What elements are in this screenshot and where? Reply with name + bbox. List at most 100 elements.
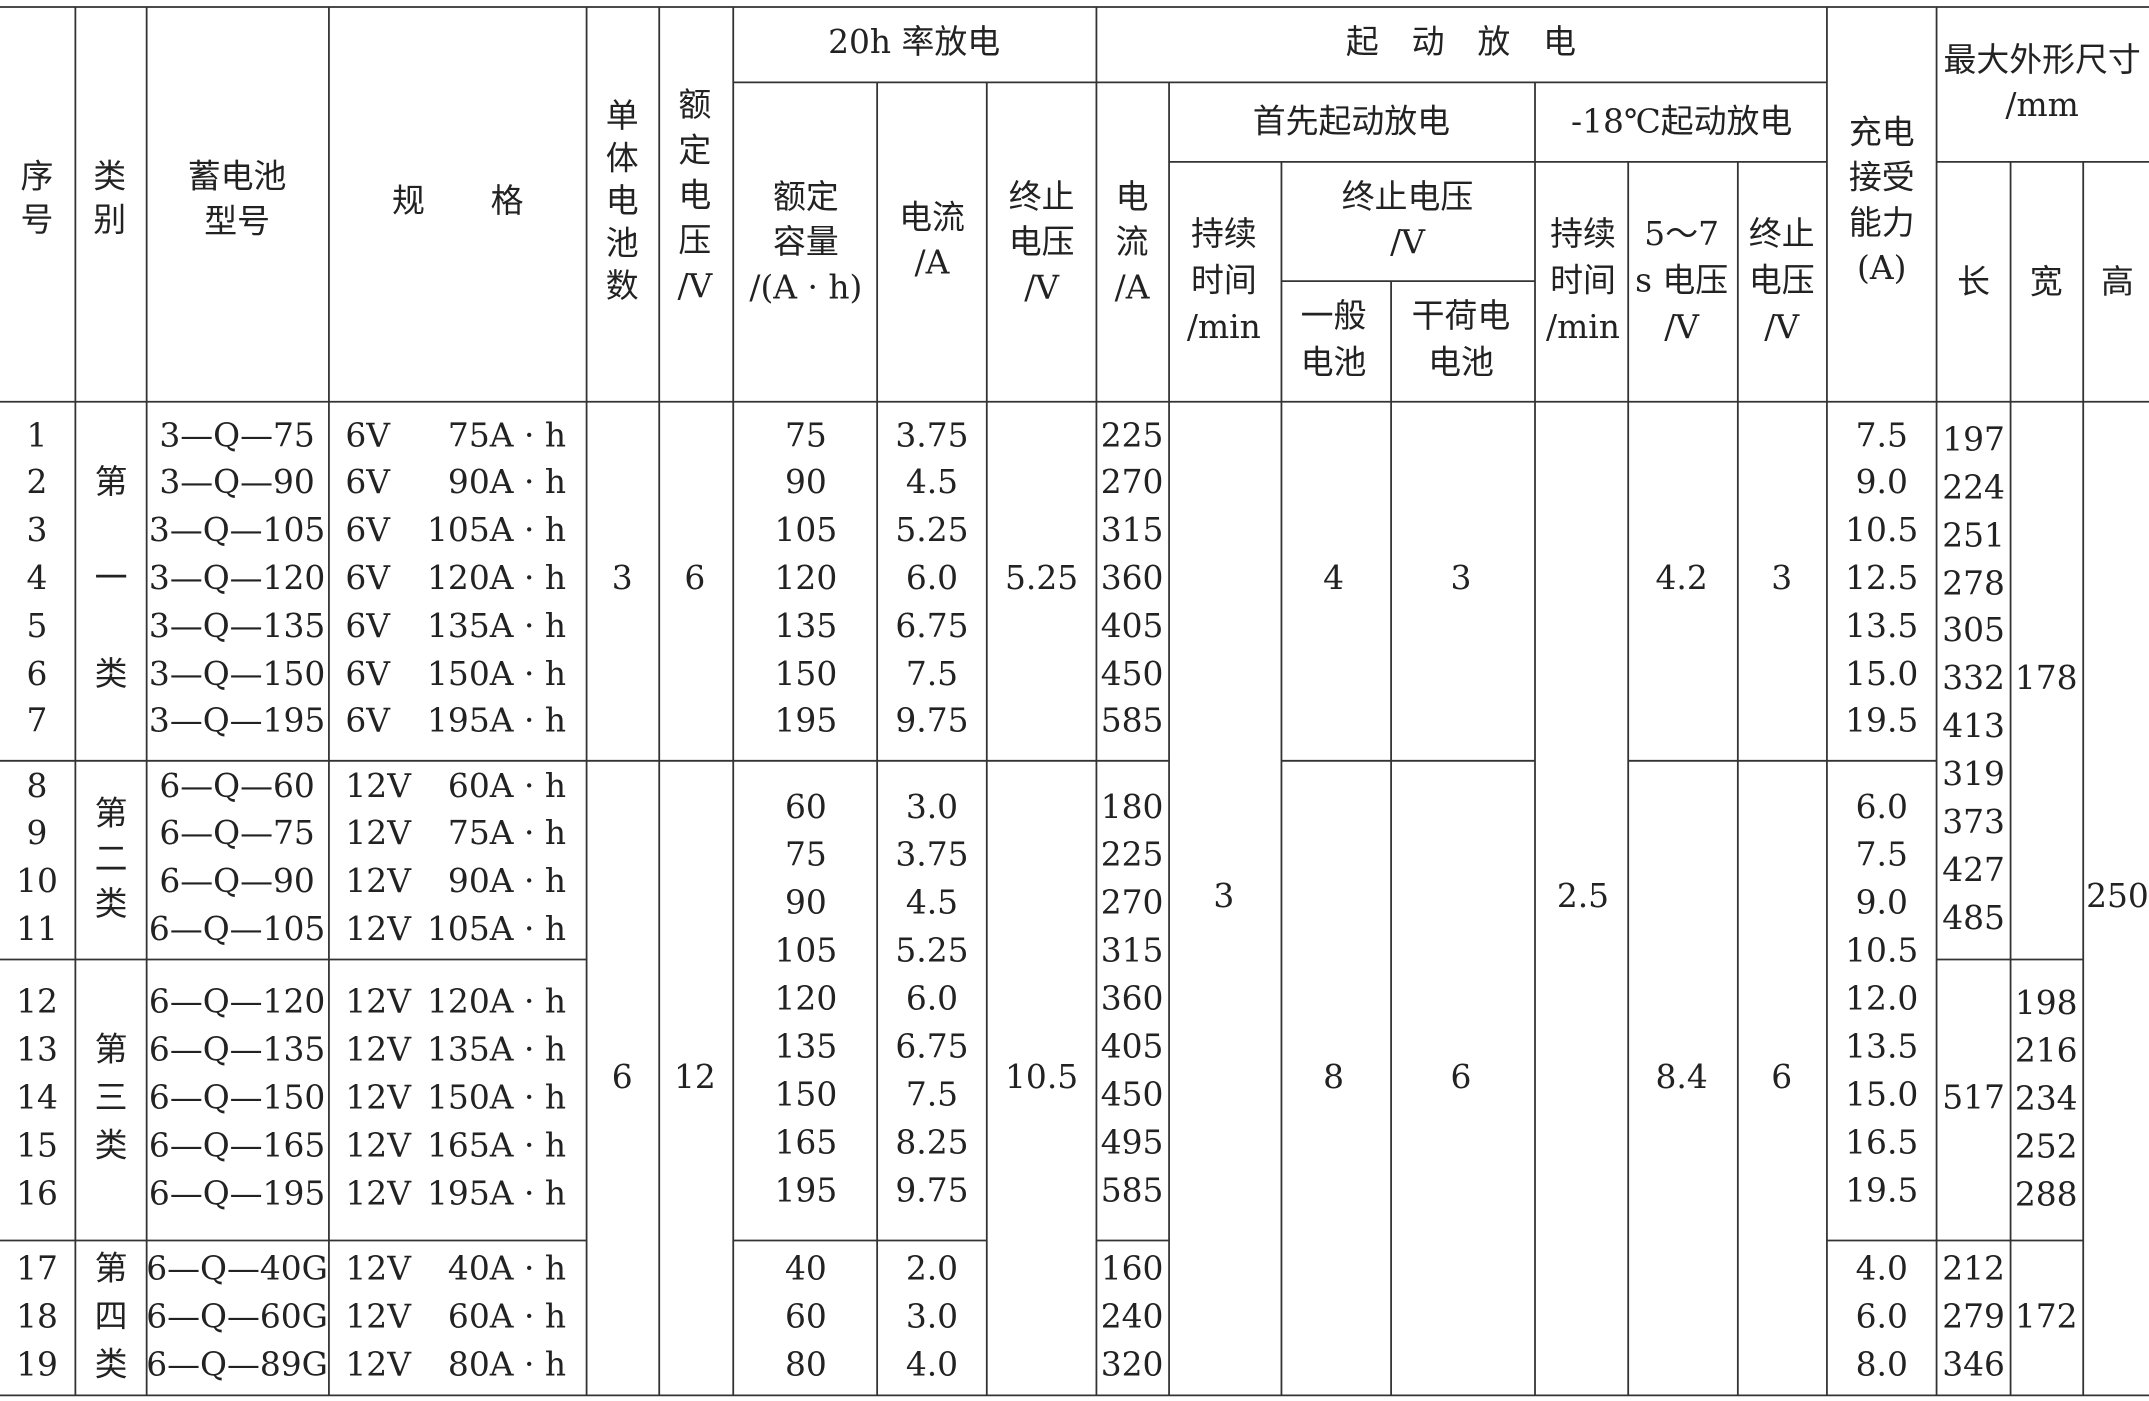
header-text: 额定 (773, 177, 839, 216)
header-text: 充电 (1849, 112, 1915, 151)
header-text: 20h 率放电 (828, 22, 1000, 61)
cell-text: 3 (612, 558, 633, 597)
cell-text: 2.5 (1557, 876, 1609, 915)
cell-text: 3—Q—135 (149, 606, 325, 645)
header-text: 容量 (773, 222, 839, 261)
cell-text: 135A · h (427, 606, 566, 645)
cell-text: 6 (684, 558, 705, 597)
cell-text: 6.0 (1856, 1297, 1908, 1336)
cell-text: 9.75 (895, 700, 968, 739)
cell-text: 15 (16, 1125, 58, 1164)
cell-text: 10.5 (1845, 510, 1918, 549)
cell-text: 6 (1451, 1057, 1472, 1096)
header-text: /A (915, 243, 951, 282)
cell-text: 346 (1942, 1345, 2005, 1384)
cell-text: 197 (1942, 419, 2005, 458)
header-text: 电 (678, 176, 711, 215)
cell-text: 类 (95, 654, 128, 693)
cell-text: 360 (1101, 558, 1164, 597)
cell-text: 150A · h (427, 654, 566, 693)
cell-text: 2.0 (906, 1249, 958, 1288)
cell-text: 120A · h (427, 981, 566, 1020)
cell-text: 一 (95, 558, 128, 597)
header-text: 蓄电池 (188, 156, 287, 195)
cell-text: 90A · h (448, 861, 566, 900)
cell-text: 13.5 (1845, 1027, 1918, 1066)
cell-text: 60A · h (448, 766, 566, 805)
cell-text: 第 (95, 794, 128, 833)
header-text: 序 (21, 156, 54, 195)
header-text: 最大外形尺寸 (1943, 40, 2140, 79)
cell-text: 75 (785, 415, 827, 454)
cell-text: 6—Q—135 (149, 1029, 325, 1068)
header-text: 体 (606, 139, 639, 178)
header-text: 长 (1957, 262, 1990, 301)
header-text: 终止电压 (1342, 177, 1474, 216)
cell-text: 120 (775, 558, 838, 597)
header-text: 高 (2101, 262, 2134, 301)
cell-text: 7.5 (906, 654, 958, 693)
cell-text: 15.0 (1845, 1075, 1918, 1114)
cell-text: 305 (1942, 610, 2005, 649)
cell-text: 517 (1942, 1077, 2005, 1116)
cell-text: 315 (1101, 931, 1164, 970)
cell-text: 373 (1942, 802, 2005, 841)
cell-text: 4.0 (906, 1345, 958, 1384)
cell-text: 2 (27, 462, 48, 501)
cell-text: 6—Q—105 (149, 909, 325, 948)
cell-text: 7 (27, 700, 48, 739)
header-text: 类 (93, 156, 126, 195)
cell-text: 60 (785, 787, 827, 826)
header-text: 首先起动放电 (1253, 102, 1450, 141)
header-text: 干荷电 (1412, 296, 1511, 335)
cell-text: 252 (2015, 1127, 2078, 1166)
cell-text: 6.75 (895, 1027, 968, 1066)
header-text: /V (1764, 307, 1800, 346)
header-text: (A) (1857, 248, 1906, 287)
cell-text: 6V (345, 558, 391, 597)
cell-text: 450 (1101, 654, 1164, 693)
cell-text: 3 (27, 510, 48, 549)
cell-text: 9.0 (1856, 462, 1908, 501)
cell-text: 3 (1213, 876, 1234, 915)
cell-text: 5.25 (895, 510, 968, 549)
cell-text: 40A · h (448, 1249, 566, 1288)
cell-text: 225 (1101, 835, 1164, 874)
cell-text: 3—Q—120 (149, 558, 325, 597)
cell-text: 3.75 (895, 415, 968, 454)
header-text: /A (1115, 267, 1151, 306)
cell-text: 172 (2015, 1297, 2078, 1336)
cell-text: 四 (95, 1297, 128, 1336)
cell-text: 135 (775, 1027, 838, 1066)
cell-text: 第 (95, 462, 128, 501)
cell-text: 3—Q—195 (149, 700, 325, 739)
header-text: /min (1187, 307, 1261, 346)
header-text: 号 (21, 200, 54, 239)
cell-text: 195A · h (427, 1173, 566, 1212)
cell-text: 6—Q—165 (149, 1125, 325, 1164)
cell-text: 6.0 (906, 979, 958, 1018)
cell-text: 3 (1771, 558, 1792, 597)
header-text: 宽 (2030, 262, 2063, 301)
cell-text: 165 (775, 1123, 838, 1162)
cell-text: 12.0 (1845, 979, 1918, 1018)
cell-text: 8.4 (1655, 1057, 1707, 1096)
cell-text: 1 (27, 415, 48, 454)
cell-text: 319 (1942, 754, 2005, 793)
cell-text: 3.75 (895, 835, 968, 874)
cell-text: 12 (16, 981, 58, 1020)
cell-text: 6—Q—150 (149, 1077, 325, 1116)
header-text: 接受 (1849, 158, 1915, 197)
cell-text: 495 (1101, 1123, 1164, 1162)
header-text: 数 (606, 266, 639, 305)
header-text: -18℃起动放电 (1571, 102, 1792, 141)
cell-text: 6.0 (906, 558, 958, 597)
cell-text: 10.5 (1845, 931, 1918, 970)
header-text: s 电压 (1635, 260, 1728, 299)
cell-text: 198 (2015, 983, 2078, 1022)
cell-text: 14 (16, 1077, 58, 1116)
cell-text: 8 (1323, 1057, 1344, 1096)
header-text: 电压 (1749, 260, 1815, 299)
